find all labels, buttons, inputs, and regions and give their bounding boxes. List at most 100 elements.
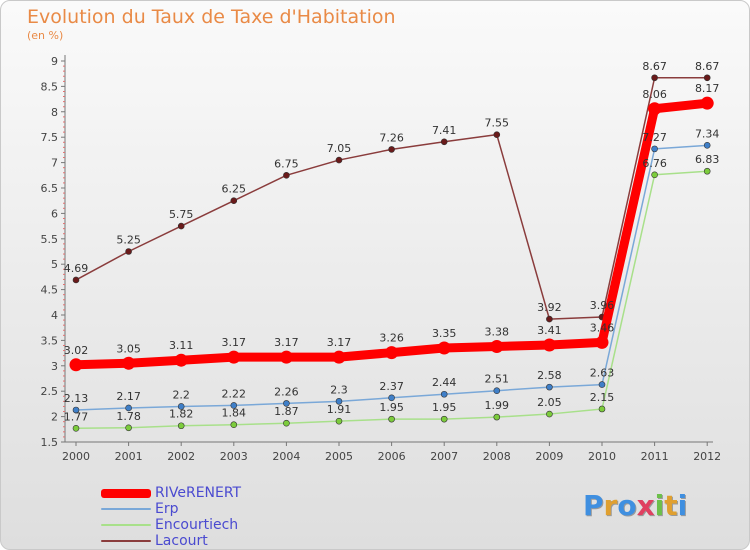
data-point-riverenert — [648, 102, 662, 116]
data-point-encourtiech — [283, 419, 290, 427]
data-point-erp — [388, 394, 395, 402]
data-label-lacourt: 5.75 — [169, 208, 194, 221]
data-point-encourtiech — [546, 410, 553, 418]
data-label-encourtiech: 6.76 — [642, 157, 667, 170]
data-point-erp — [440, 390, 448, 398]
data-point-encourtiech — [72, 424, 80, 432]
data-label-riverenert: 3.11 — [169, 339, 194, 352]
logo-letter: i — [677, 489, 688, 522]
data-label-erp: 2.51 — [485, 373, 510, 386]
y-tick-label: 9 — [51, 55, 58, 68]
x-tick-label: 2000 — [62, 450, 90, 463]
data-point-erp — [125, 404, 132, 412]
data-label-riverenert: 3.46 — [590, 321, 615, 334]
y-tick-label: 8.5 — [41, 80, 59, 93]
data-point-encourtiech — [230, 421, 238, 429]
data-point-erp — [546, 383, 553, 391]
data-label-encourtiech: 1.95 — [379, 401, 404, 414]
x-tick-label: 2006 — [378, 450, 406, 463]
data-label-riverenert: 3.35 — [432, 327, 457, 340]
data-point-encourtiech — [335, 417, 343, 425]
x-tick-label: 2007 — [430, 450, 458, 463]
data-label-lacourt: 6.75 — [274, 157, 299, 170]
data-label-encourtiech: 1.95 — [432, 401, 457, 414]
data-point-riverenert — [227, 350, 241, 364]
data-point-encourtiech — [598, 405, 606, 413]
data-point-riverenert — [490, 339, 504, 353]
data-label-riverenert: 3.26 — [379, 332, 404, 345]
data-point-erp — [177, 403, 185, 410]
data-point-encourtiech — [651, 171, 658, 179]
data-point-lacourt — [546, 315, 553, 323]
data-point-lacourt — [125, 248, 132, 255]
data-label-erp: 2.17 — [116, 390, 141, 403]
data-label-encourtiech: 1.87 — [274, 405, 299, 418]
data-label-erp: 2.37 — [379, 380, 404, 393]
chart-title: Evolution du Taux de Taxe d'Habitation — [27, 6, 396, 28]
data-label-riverenert: 3.17 — [222, 336, 247, 349]
data-label-lacourt: 5.25 — [116, 234, 141, 247]
data-label-encourtiech: 2.15 — [590, 391, 615, 404]
logo-letter: t — [664, 489, 678, 522]
logo-letter: P — [583, 489, 604, 522]
data-label-erp: 2.3 — [330, 383, 348, 396]
data-point-riverenert — [122, 356, 136, 370]
y-tick-label: 6 — [51, 207, 58, 220]
x-tick-label: 2008 — [483, 450, 511, 463]
data-point-riverenert — [542, 338, 556, 352]
legend-label: Erp — [155, 501, 179, 517]
data-point-lacourt — [388, 146, 395, 153]
data-point-lacourt — [703, 74, 711, 82]
data-point-encourtiech — [440, 415, 448, 423]
data-point-erp — [335, 398, 343, 405]
data-point-lacourt — [230, 197, 238, 204]
logo-letter: r — [603, 489, 618, 522]
data-label-lacourt: 7.55 — [485, 117, 510, 130]
data-label-riverenert: 8.17 — [695, 82, 720, 95]
data-label-erp: 2.2 — [172, 388, 190, 401]
x-tick-label: 2001 — [115, 450, 143, 463]
legend-swatch — [101, 508, 151, 510]
y-tick-label: 3.5 — [41, 334, 59, 347]
data-label-lacourt: 8.67 — [695, 60, 720, 73]
legend-item-erp: Erp — [101, 501, 179, 517]
data-label-erp: 2.58 — [537, 369, 562, 382]
data-point-erp — [703, 142, 711, 149]
data-label-encourtiech: 1.78 — [116, 410, 141, 423]
data-point-riverenert — [69, 358, 83, 372]
y-tick-label: 1.5 — [41, 436, 59, 449]
data-label-riverenert: 3.17 — [327, 336, 352, 349]
data-point-riverenert — [437, 341, 451, 355]
x-tick-label: 2002 — [167, 450, 195, 463]
y-tick-label: 2.5 — [41, 385, 59, 398]
data-label-riverenert: 3.17 — [274, 336, 299, 349]
proxiti-logo: Proxiti — [583, 489, 687, 522]
data-point-erp — [72, 406, 80, 414]
logo-letter: o — [617, 489, 637, 522]
data-point-encourtiech — [388, 415, 395, 423]
data-point-erp — [230, 402, 238, 409]
data-point-lacourt — [283, 172, 290, 179]
legend-swatch — [101, 488, 151, 498]
data-label-erp: 2.44 — [432, 376, 457, 389]
y-tick-label: 5 — [51, 258, 58, 271]
data-label-lacourt: 7.41 — [432, 124, 457, 137]
data-label-encourtiech: 1.77 — [64, 410, 89, 423]
data-point-encourtiech — [493, 413, 501, 421]
legend-label: Encourtiech — [155, 517, 239, 533]
data-point-lacourt — [493, 131, 501, 138]
data-label-riverenert: 3.05 — [116, 342, 141, 355]
x-tick-label: 2011 — [641, 450, 669, 463]
y-tick-label: 2 — [51, 411, 58, 424]
data-point-lacourt — [72, 276, 80, 284]
data-label-lacourt: 3.96 — [590, 299, 615, 312]
legend-item-riverenert: RIVeRENERT — [101, 485, 241, 501]
data-point-riverenert — [595, 335, 609, 349]
data-label-encourtiech: 6.83 — [695, 153, 720, 166]
data-label-erp: 2.26 — [274, 385, 299, 398]
y-tick-label: 8 — [51, 106, 58, 119]
data-point-riverenert — [700, 96, 714, 110]
data-point-riverenert — [279, 350, 293, 364]
data-point-erp — [651, 145, 658, 153]
data-point-encourtiech — [177, 422, 185, 430]
